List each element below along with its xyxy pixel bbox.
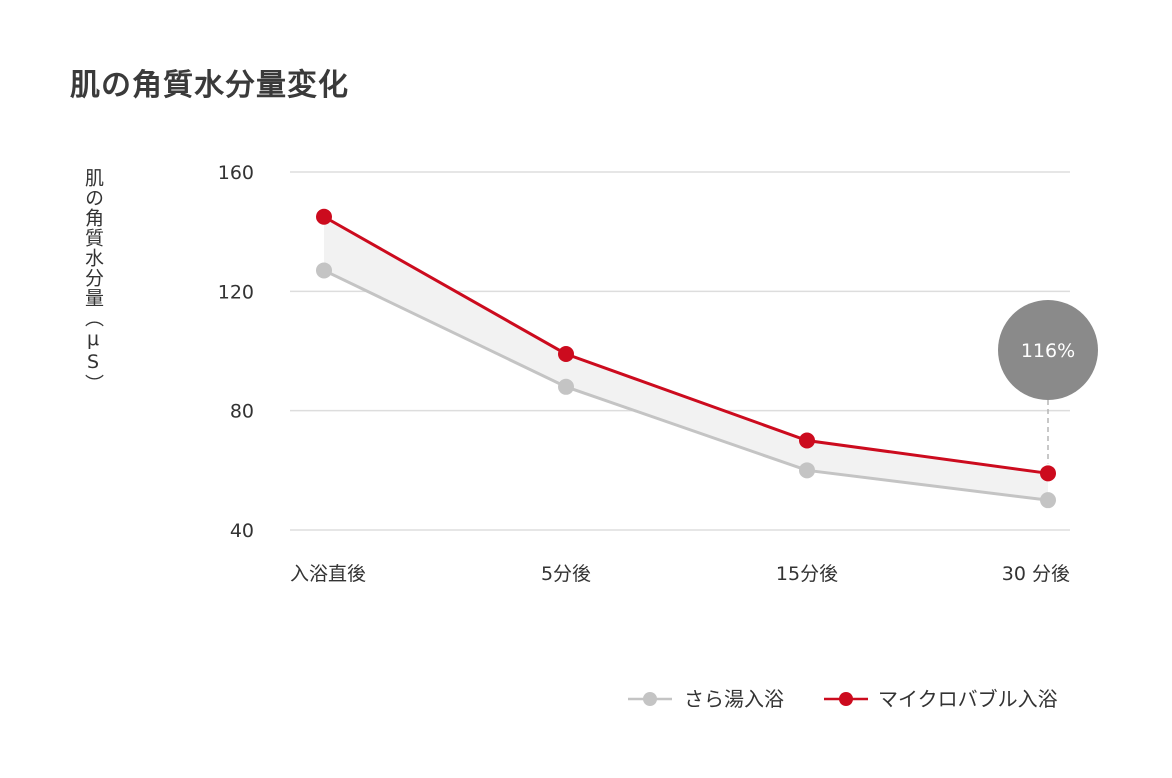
y-tick-labels: 40 80 120 160 xyxy=(218,162,254,542)
x-tick-label: 入浴直後 xyxy=(290,563,366,585)
x-tick-label: 15分後 xyxy=(776,563,838,585)
y-tick-label: 160 xyxy=(218,162,254,184)
y-axis-label: 肌の角質水分量（μS） xyxy=(82,168,104,394)
data-point xyxy=(558,378,574,395)
y-tick-label: 80 xyxy=(230,401,254,423)
difference-band xyxy=(324,216,1048,501)
data-point xyxy=(799,432,815,449)
data-point xyxy=(558,345,574,362)
chart-title: 肌の角質水分量変化 xyxy=(70,68,349,103)
data-point xyxy=(316,262,332,279)
y-tick-label: 120 xyxy=(218,281,254,303)
legend-marker-0 xyxy=(643,692,657,706)
y-tick-label: 40 xyxy=(230,520,254,542)
series-line-0 xyxy=(323,269,1049,502)
series-line-1 xyxy=(323,215,1049,475)
x-tick-labels: 入浴直後 5分後 15分後 30 分後 xyxy=(290,563,1070,585)
annotation: 116% xyxy=(998,300,1098,464)
legend-label: マイクロバブル入浴 xyxy=(878,687,1058,711)
annotation-bubble xyxy=(998,300,1098,400)
data-point xyxy=(799,462,815,479)
series-lines xyxy=(316,208,1056,509)
legend: さら湯入浴 マイクロバブル入浴 xyxy=(628,687,1058,711)
x-tick-label: 30 分後 xyxy=(1002,563,1070,585)
x-tick-label: 5分後 xyxy=(541,563,591,585)
annotation-label: 116% xyxy=(1021,340,1075,362)
difference-band-area xyxy=(324,216,1048,501)
data-point xyxy=(1040,492,1056,509)
data-point xyxy=(316,208,332,225)
legend-label: さら湯入浴 xyxy=(684,687,784,711)
legend-marker-1 xyxy=(839,692,853,706)
data-point xyxy=(1040,465,1056,482)
